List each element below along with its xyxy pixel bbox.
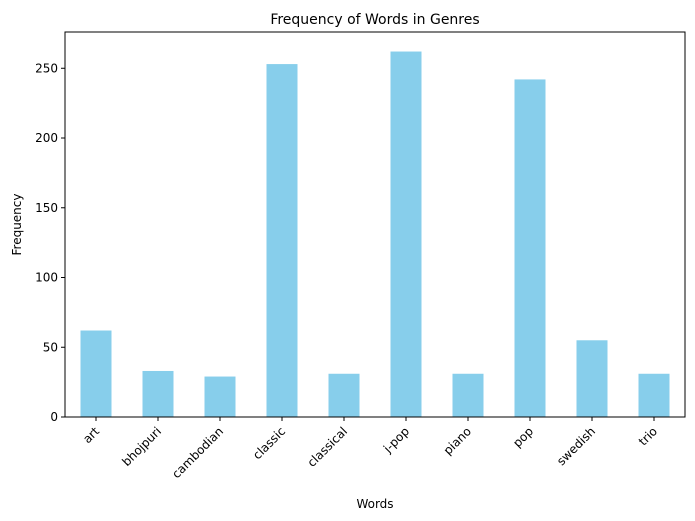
x-tick-label: bhojpuri — [119, 424, 164, 469]
bar-classical — [328, 373, 360, 417]
y-tick-label: 0 — [50, 410, 58, 424]
x-tick-label: classical — [305, 424, 351, 470]
chart-title: Frequency of Words in Genres — [270, 12, 479, 28]
x-tick-label: swedish — [554, 424, 598, 468]
x-tick-label: j-pop — [380, 424, 412, 456]
x-tick-label: art — [80, 424, 102, 446]
y-axis-ticks: 0 50 100 150 200 250 — [35, 61, 65, 424]
bar-swedish — [576, 340, 608, 417]
y-tick-label: 50 — [43, 340, 58, 354]
bars-group — [80, 51, 670, 417]
y-tick-label: 250 — [35, 61, 58, 75]
y-tick-label: 100 — [35, 271, 58, 285]
x-tick-label: cambodian — [169, 424, 226, 481]
y-axis-label: Frequency — [10, 194, 24, 256]
x-tick-label: piano — [441, 424, 474, 457]
bar-j-pop — [390, 51, 422, 417]
x-axis-label: Words — [356, 497, 393, 511]
bar-classic — [266, 64, 298, 417]
bar-cambodian — [204, 376, 236, 417]
x-tick-label: classic — [250, 424, 288, 462]
plot-frame — [64, 31, 686, 418]
x-axis-ticks: art bhojpuri cambodian classic classical j-po… — [80, 417, 660, 481]
y-tick-label: 150 — [35, 201, 58, 215]
bar-piano — [452, 373, 484, 417]
bar-pop — [514, 79, 546, 417]
bar-bhojpuri — [142, 370, 174, 417]
bar-art — [80, 330, 112, 417]
x-tick-label: pop — [510, 424, 536, 450]
bar-trio — [638, 373, 670, 417]
y-tick-label: 200 — [35, 131, 58, 145]
x-tick-label: trio — [636, 424, 660, 448]
